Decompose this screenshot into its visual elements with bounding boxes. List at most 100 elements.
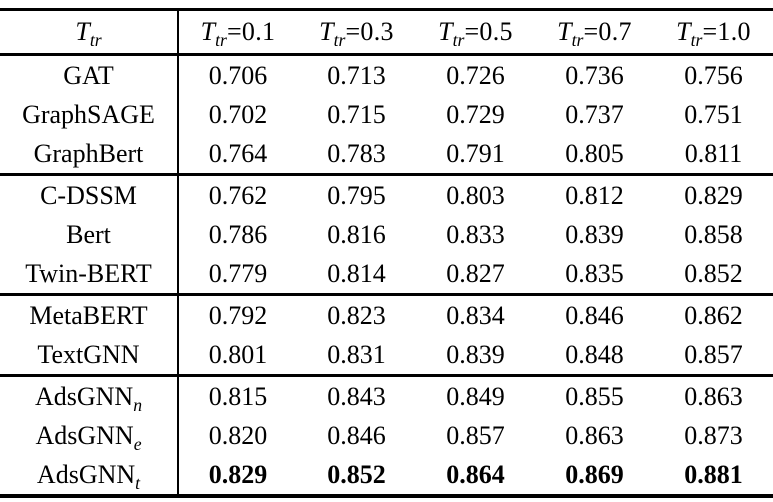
value-cell: 0.869 [565, 459, 624, 489]
row-label: AdsGNNn [0, 375, 179, 416]
header-symbol: T [319, 17, 334, 46]
table-row: TextGNN 0.801 0.831 0.839 0.848 0.857 [0, 335, 773, 376]
value-cell: 0.864 [446, 459, 505, 489]
header-value: =0.5 [464, 17, 513, 46]
model-name: Bert [66, 219, 111, 249]
value-cell: 0.736 [565, 60, 624, 90]
value-cell: 0.863 [565, 420, 624, 450]
table-group-4: AdsGNNn 0.815 0.843 0.849 0.855 0.863 AdsGNNe 0… [0, 375, 773, 496]
table-row: AdsGNNn 0.815 0.843 0.849 0.855 0.863 [0, 375, 773, 416]
value-cell: 0.839 [565, 219, 624, 249]
header-subscript: tr [333, 30, 346, 51]
row-label: GAT [0, 54, 179, 95]
value-cell: 0.816 [327, 219, 386, 249]
column-header: Ttr=0.5 [416, 10, 535, 55]
value-cell: 0.835 [565, 258, 624, 288]
table-row: GraphBert 0.764 0.783 0.791 0.805 0.811 [0, 134, 773, 175]
table-row: Bert 0.786 0.816 0.833 0.839 0.858 [0, 215, 773, 254]
header-symbol: T [200, 17, 216, 46]
table-group-3: MetaBERT 0.792 0.823 0.834 0.846 0.862 TextGNN… [0, 294, 773, 376]
column-header: Ttr=1.0 [654, 10, 773, 55]
table-row: Twin-BERT 0.779 0.814 0.827 0.835 0.852 [0, 254, 773, 295]
value-cell: 0.829 [684, 180, 743, 210]
model-name-subscript: e [133, 433, 142, 454]
value-cell: 0.764 [208, 138, 268, 168]
table-group-1: GAT 0.706 0.713 0.726 0.736 0.756 GraphSAGE 0.7… [0, 54, 773, 175]
table-row: GAT 0.706 0.713 0.726 0.736 0.756 [0, 54, 773, 95]
value-cell: 0.831 [327, 339, 386, 369]
header-symbol: T [438, 17, 453, 46]
value-cell: 0.726 [446, 60, 505, 90]
value-cell: 0.801 [208, 339, 268, 369]
row-label: Bert [0, 215, 179, 254]
value-cell: 0.857 [446, 420, 505, 450]
model-name: MetaBERT [29, 300, 148, 330]
value-cell: 0.815 [208, 381, 268, 411]
value-cell: 0.843 [327, 381, 386, 411]
value-cell: 0.829 [208, 459, 268, 489]
value-cell: 0.863 [684, 381, 743, 411]
value-cell: 0.833 [446, 219, 505, 249]
value-cell: 0.848 [565, 339, 624, 369]
model-name: C-DSSM [40, 180, 137, 210]
value-cell: 0.873 [684, 420, 743, 450]
row-label: MetaBERT [0, 294, 179, 335]
row-header-title: Ttr [0, 9, 179, 55]
value-cell: 0.805 [565, 138, 624, 168]
model-name: AdsGNN [36, 459, 136, 489]
row-label: TextGNN [0, 335, 179, 376]
value-cell: 0.858 [684, 219, 743, 249]
value-cell: 0.702 [208, 99, 268, 129]
column-header: Ttr=0.3 [297, 10, 416, 55]
row-label: GraphBert [0, 134, 179, 175]
value-cell: 0.862 [684, 300, 743, 330]
header-value: =0.1 [226, 17, 276, 46]
table-row: AdsGNNe 0.820 0.846 0.857 0.863 0.873 [0, 416, 773, 455]
value-cell: 0.729 [446, 99, 505, 129]
model-name: Twin-BERT [25, 258, 152, 288]
value-cell: 0.846 [565, 300, 624, 330]
model-name: GraphSAGE [22, 99, 155, 129]
value-cell: 0.849 [446, 381, 505, 411]
value-cell: 0.792 [208, 300, 268, 330]
column-header: Ttr=0.7 [535, 10, 654, 55]
value-cell: 0.820 [208, 420, 268, 450]
header-subscript: tr [89, 30, 102, 51]
row-label: Twin-BERT [0, 254, 179, 295]
column-header: Ttr=0.1 [178, 10, 297, 55]
model-name-subscript: n [133, 394, 143, 415]
value-cell: 0.881 [684, 459, 743, 489]
value-cell: 0.823 [327, 300, 386, 330]
value-cell: 0.852 [684, 258, 743, 288]
value-cell: 0.783 [327, 138, 386, 168]
model-name: GraphBert [33, 138, 144, 168]
header-row: Ttr Ttr=0.1 Ttr=0.3 Ttr=0.5 Ttr=0.7 Ttr=1.0 [0, 9, 773, 55]
header-value: =1.0 [702, 17, 751, 46]
value-cell: 0.839 [446, 339, 505, 369]
value-cell: 0.814 [327, 258, 386, 288]
table-row: AdsGNNt 0.829 0.852 0.864 0.869 0.881 [0, 455, 773, 496]
value-cell: 0.715 [327, 99, 386, 129]
header-symbol: T [557, 17, 572, 46]
header-value: =0.7 [583, 17, 632, 46]
value-cell: 0.762 [208, 180, 268, 210]
header-subscript: tr [215, 30, 227, 51]
value-cell: 0.855 [565, 381, 624, 411]
model-name-subscript: t [135, 472, 141, 493]
model-name: TextGNN [37, 339, 140, 369]
value-cell: 0.846 [327, 420, 386, 450]
row-label: GraphSAGE [0, 95, 179, 134]
row-label: AdsGNNt [0, 455, 179, 496]
results-table: Ttr Ttr=0.1 Ttr=0.3 Ttr=0.5 Ttr=0.7 Ttr=1.0 G… [0, 8, 773, 498]
value-cell: 0.811 [684, 138, 743, 168]
model-name: AdsGNN [35, 420, 134, 450]
value-cell: 0.795 [327, 180, 386, 210]
row-label: AdsGNNe [0, 416, 179, 455]
value-cell: 0.756 [684, 60, 743, 90]
value-cell: 0.834 [446, 300, 505, 330]
model-name: GAT [63, 60, 114, 90]
table-header: Ttr Ttr=0.1 Ttr=0.3 Ttr=0.5 Ttr=0.7 Ttr=1.0 [0, 9, 773, 55]
header-subscript: tr [571, 30, 584, 51]
value-cell: 0.803 [446, 180, 505, 210]
